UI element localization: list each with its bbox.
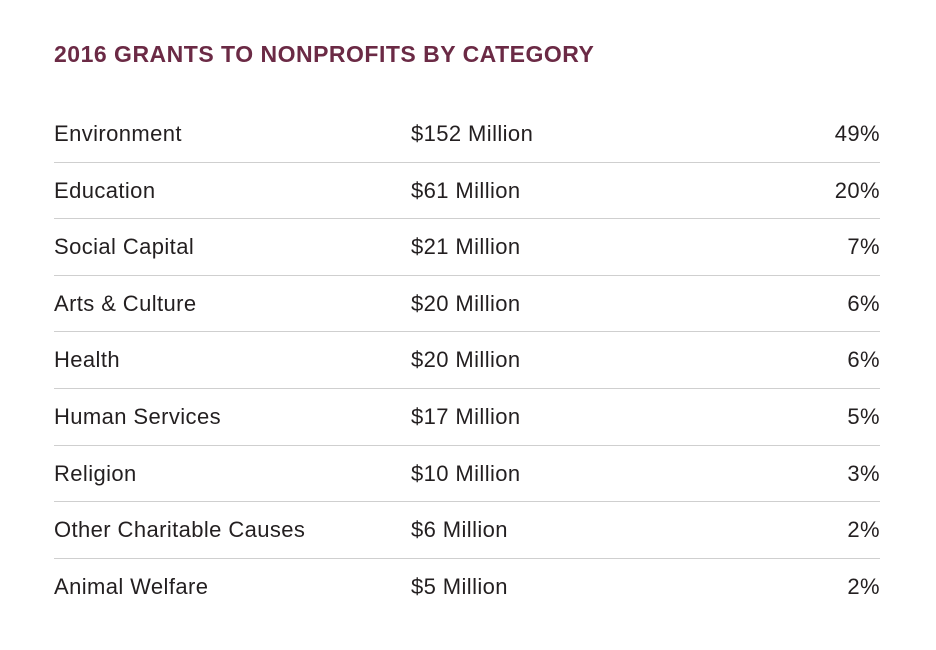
percent-cell: 2% <box>847 517 880 543</box>
table-row: Arts & Culture $20 Million 6% <box>54 276 880 333</box>
table-row: Religion $10 Million 3% <box>54 446 880 503</box>
category-cell: Education <box>54 177 156 203</box>
amount-cell: $21 Million <box>411 234 521 260</box>
table-row: Education $61 Million 20% <box>54 163 880 220</box>
category-cell: Environment <box>54 121 182 146</box>
percent-cell: 5% <box>847 403 880 429</box>
amount-cell: $17 Million <box>411 403 521 429</box>
category-cell: Religion <box>54 460 137 486</box>
table-title: 2016 GRANTS TO NONPROFITS BY CATEGORY <box>54 41 595 67</box>
percent-cell: 49% <box>834 121 880 146</box>
category-cell: Arts & Culture <box>54 290 197 316</box>
percent-cell: 7% <box>847 234 880 260</box>
percent-cell: 6% <box>847 347 880 373</box>
amount-cell: $20 Million <box>411 290 521 316</box>
table-row: Other Charitable Causes $6 Million 2% <box>54 502 880 559</box>
percent-cell: 3% <box>847 460 880 486</box>
category-cell: Animal Welfare <box>54 573 209 599</box>
amount-cell: $61 Million <box>411 177 521 203</box>
category-cell: Other Charitable Causes <box>54 517 306 543</box>
amount-cell: $20 Million <box>411 347 521 373</box>
percent-cell: 20% <box>834 177 880 203</box>
table-row: Human Services $17 Million 5% <box>54 389 880 446</box>
amount-cell: $6 Million <box>411 517 508 543</box>
table-row: Social Capital $21 Million 7% <box>54 219 880 276</box>
amount-cell: $5 Million <box>411 573 508 599</box>
amount-cell: $152 Million <box>411 121 534 146</box>
grants-table: Environment $152 Million 49% Education $… <box>54 106 880 615</box>
category-cell: Social Capital <box>54 234 195 260</box>
percent-cell: 6% <box>847 290 880 316</box>
category-cell: Health <box>54 347 120 373</box>
table-row: Environment $152 Million 49% <box>54 106 880 163</box>
amount-cell: $10 Million <box>411 460 521 486</box>
percent-cell: 2% <box>847 573 880 599</box>
category-cell: Human Services <box>54 403 221 429</box>
table-row: Animal Welfare $5 Million 2% <box>54 559 880 616</box>
table-row: Health $20 Million 6% <box>54 332 880 389</box>
